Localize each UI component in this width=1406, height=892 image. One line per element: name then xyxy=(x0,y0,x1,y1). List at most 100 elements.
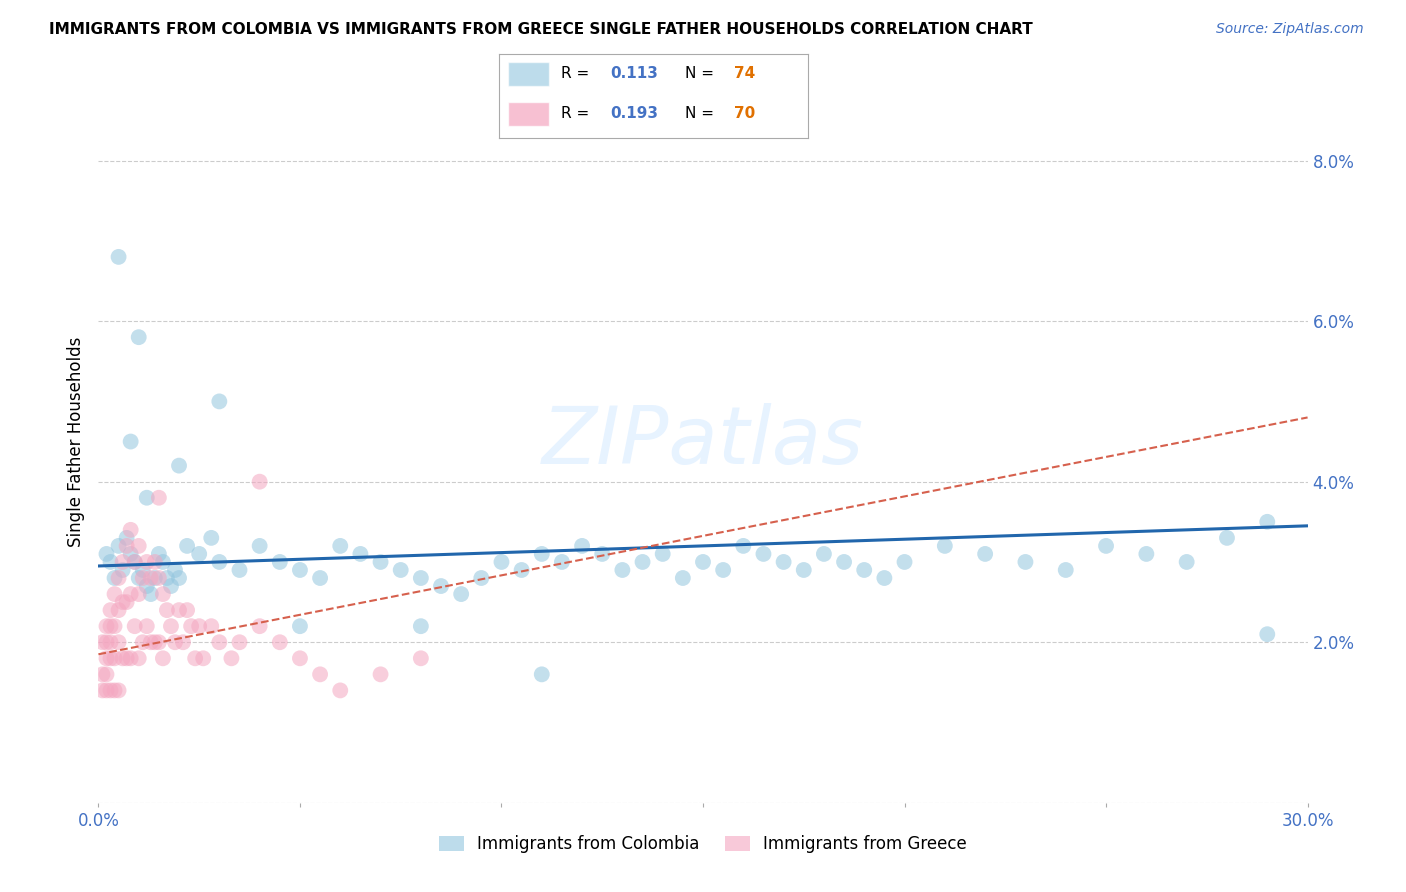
Point xyxy=(132,563,155,577)
Point xyxy=(103,619,125,633)
Point xyxy=(120,523,142,537)
Point xyxy=(631,555,654,569)
Point xyxy=(813,547,835,561)
Point xyxy=(100,603,122,617)
Point xyxy=(103,651,125,665)
Point xyxy=(200,531,222,545)
Point xyxy=(1135,547,1157,561)
Text: 0.193: 0.193 xyxy=(610,106,658,121)
Point xyxy=(107,683,129,698)
Point xyxy=(128,539,150,553)
Point xyxy=(1054,563,1077,577)
Point xyxy=(571,539,593,553)
Point xyxy=(152,587,174,601)
Point xyxy=(974,547,997,561)
Point xyxy=(111,563,134,577)
Point xyxy=(269,635,291,649)
FancyBboxPatch shape xyxy=(509,102,548,126)
Point xyxy=(491,555,513,569)
Point xyxy=(100,683,122,698)
Point xyxy=(120,547,142,561)
Point xyxy=(370,667,392,681)
Point xyxy=(370,555,392,569)
Point xyxy=(152,555,174,569)
Point xyxy=(111,651,134,665)
Point xyxy=(228,635,250,649)
Point xyxy=(309,667,332,681)
Point xyxy=(591,547,613,561)
Point xyxy=(692,555,714,569)
Point xyxy=(96,635,118,649)
Y-axis label: Single Father Households: Single Father Households xyxy=(66,336,84,547)
Point xyxy=(132,635,155,649)
Point xyxy=(135,555,157,569)
Point xyxy=(132,571,155,585)
Point xyxy=(193,651,215,665)
Point xyxy=(510,563,533,577)
Point xyxy=(249,475,271,489)
Point xyxy=(139,571,162,585)
Point xyxy=(180,619,202,633)
Point xyxy=(530,667,553,681)
Point xyxy=(793,563,815,577)
Text: Source: ZipAtlas.com: Source: ZipAtlas.com xyxy=(1216,22,1364,37)
Text: R =: R = xyxy=(561,66,595,81)
Point xyxy=(124,619,146,633)
Point xyxy=(91,683,114,698)
Point xyxy=(96,667,118,681)
Point xyxy=(91,667,114,681)
Point xyxy=(128,330,150,344)
Point xyxy=(176,603,198,617)
Point xyxy=(530,547,553,561)
Text: 70: 70 xyxy=(734,106,755,121)
Point xyxy=(107,571,129,585)
Point xyxy=(156,603,179,617)
Point xyxy=(551,555,574,569)
Point xyxy=(163,563,186,577)
Point xyxy=(612,563,634,577)
Point xyxy=(188,547,211,561)
Point xyxy=(288,651,311,665)
Point xyxy=(100,635,122,649)
Point xyxy=(249,539,271,553)
Point xyxy=(711,563,734,577)
Point xyxy=(1095,539,1118,553)
Point xyxy=(96,619,118,633)
Point xyxy=(651,547,673,561)
Point xyxy=(329,539,352,553)
Point xyxy=(184,651,207,665)
Point xyxy=(409,571,432,585)
Point xyxy=(329,683,352,698)
Point xyxy=(156,571,179,585)
Point xyxy=(167,458,190,473)
Point xyxy=(752,547,775,561)
Point xyxy=(672,571,695,585)
Point xyxy=(128,587,150,601)
Point xyxy=(167,603,190,617)
Point xyxy=(100,651,122,665)
Point xyxy=(91,635,114,649)
Point xyxy=(148,635,170,649)
Point xyxy=(188,619,211,633)
Point xyxy=(873,571,896,585)
Point xyxy=(148,491,170,505)
Point xyxy=(450,587,472,601)
Legend: Immigrants from Colombia, Immigrants from Greece: Immigrants from Colombia, Immigrants fro… xyxy=(433,828,973,860)
Point xyxy=(120,434,142,449)
Point xyxy=(772,555,794,569)
Text: R =: R = xyxy=(561,106,595,121)
Point xyxy=(389,563,412,577)
Point xyxy=(143,555,166,569)
Point xyxy=(115,651,138,665)
Point xyxy=(143,635,166,649)
Point xyxy=(1216,531,1239,545)
Point xyxy=(160,579,183,593)
Point xyxy=(733,539,755,553)
Point xyxy=(208,394,231,409)
Point xyxy=(103,571,125,585)
Point xyxy=(148,571,170,585)
Point xyxy=(111,555,134,569)
Point xyxy=(103,587,125,601)
Text: ZIPatlas: ZIPatlas xyxy=(541,402,865,481)
Point xyxy=(107,603,129,617)
